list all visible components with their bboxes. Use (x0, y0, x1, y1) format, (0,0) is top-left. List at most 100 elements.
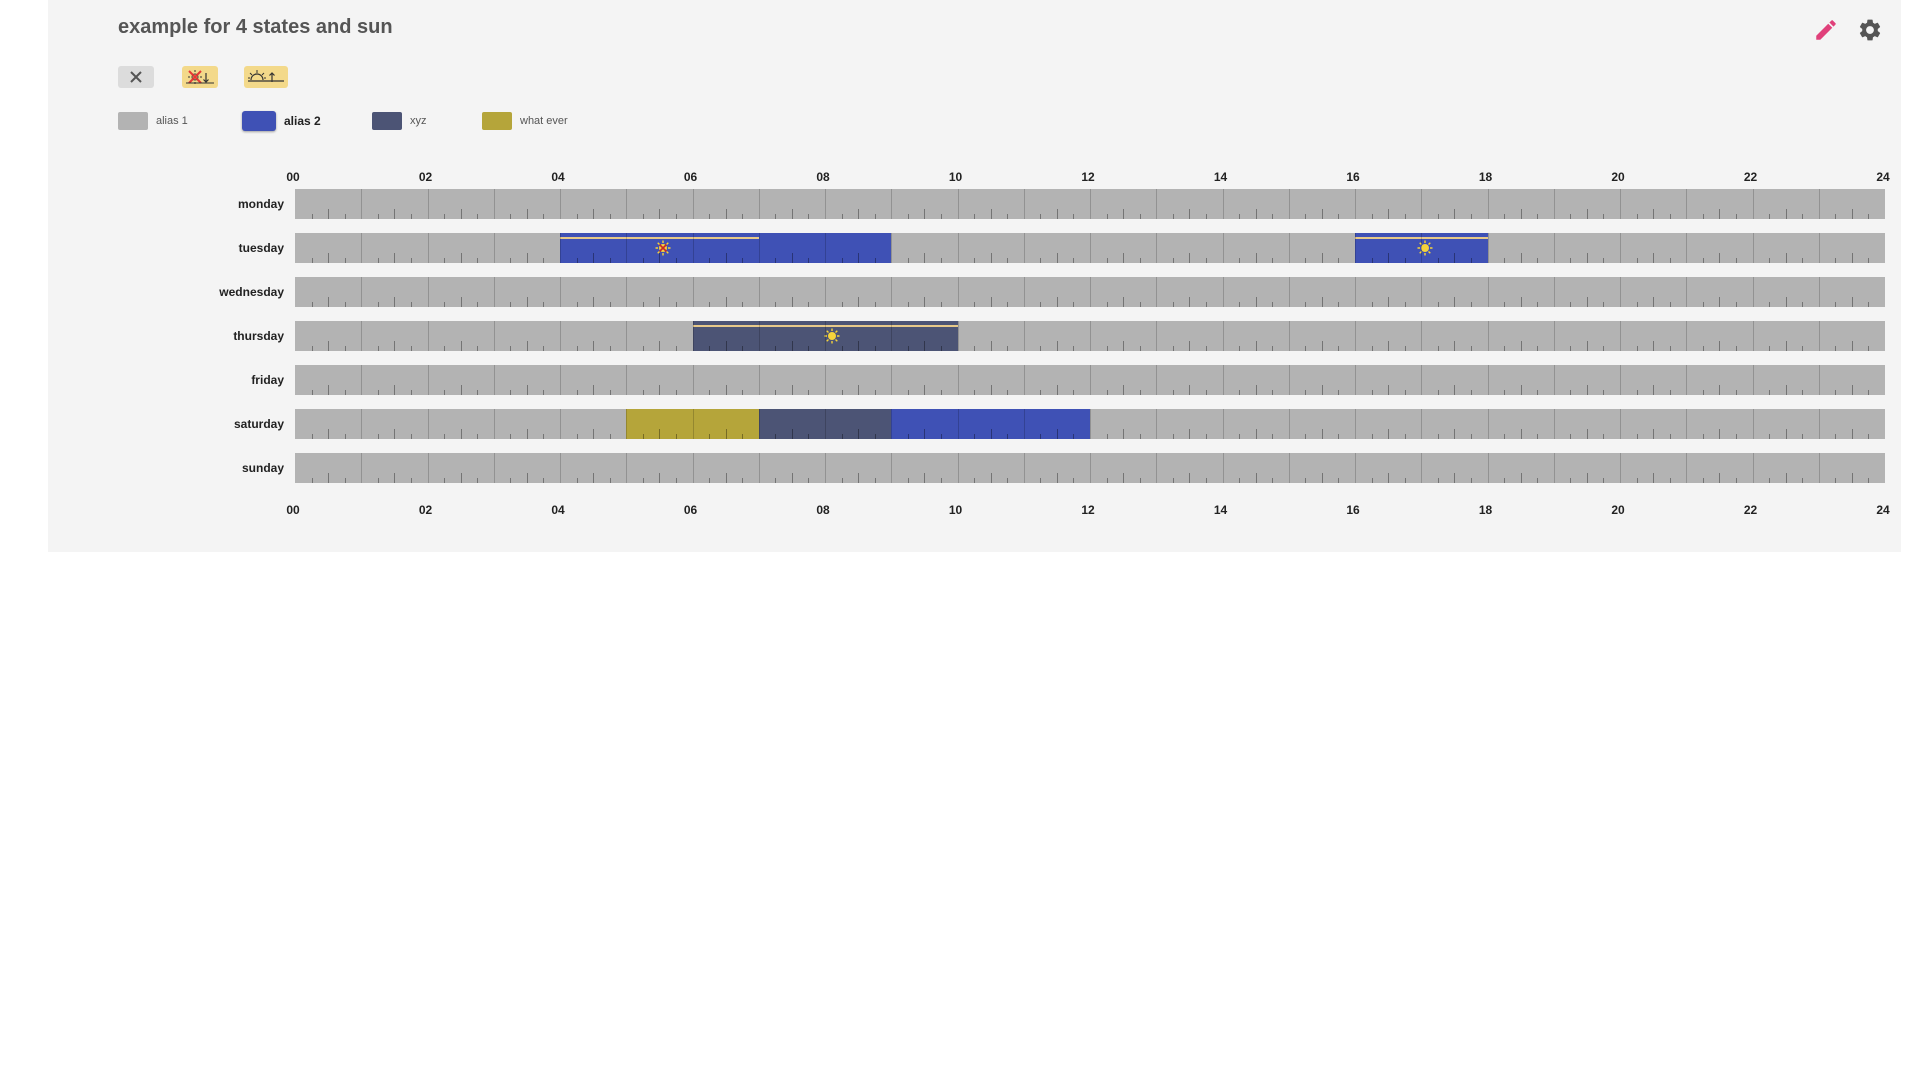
quarter-tick (940, 302, 942, 307)
hour-gridline (825, 233, 826, 263)
quarter-tick (907, 434, 909, 439)
quarter-tick (1669, 434, 1671, 439)
quarter-tick (1454, 209, 1456, 219)
day-row-monday[interactable] (295, 189, 1885, 219)
hour-gridline (560, 365, 561, 395)
quarter-tick (344, 390, 346, 395)
quarter-tick (1802, 346, 1804, 351)
quarter-tick (675, 302, 677, 307)
day-row-saturday[interactable] (295, 409, 1885, 439)
quarter-tick (974, 434, 976, 439)
quarter-tick (460, 429, 462, 439)
day-row-wednesday[interactable] (295, 277, 1885, 307)
sunrise-icon (248, 70, 284, 82)
quarter-tick (1769, 302, 1771, 307)
quarter-tick (1139, 302, 1141, 307)
quarter-tick (1056, 341, 1058, 351)
day-label-wednesday: wednesday (219, 285, 284, 299)
quarter-tick (1851, 209, 1853, 219)
quarter-tick (1470, 478, 1472, 483)
quarter-tick (742, 214, 744, 219)
hour-gridline (1818, 365, 1820, 395)
hour-gridline (1752, 321, 1754, 351)
legend-item-alias-2[interactable]: alias 2 (242, 111, 321, 131)
quarter-tick (924, 253, 926, 263)
day-row-sunday[interactable] (295, 453, 1885, 483)
quarter-tick (410, 214, 412, 219)
hour-gridline (1288, 233, 1290, 263)
quarter-tick (460, 473, 462, 483)
state-button-off[interactable] (118, 66, 154, 88)
quarter-tick (659, 297, 661, 307)
quarter-tick (924, 209, 926, 219)
quarter-tick (907, 214, 909, 219)
quarter-tick (642, 302, 644, 307)
quarter-tick (543, 302, 545, 307)
quarter-tick (311, 346, 313, 351)
quarter-tick (1007, 258, 1009, 263)
time-slot[interactable] (626, 409, 759, 439)
time-slot[interactable] (692, 321, 958, 351)
hour-gridline (692, 409, 694, 439)
quarter-tick (742, 434, 744, 439)
day-row-tuesday[interactable] (295, 233, 1885, 263)
time-slot[interactable] (560, 233, 759, 263)
time-slot[interactable] (1355, 233, 1488, 263)
hour-gridline (891, 277, 893, 307)
quarter-tick (1321, 385, 1323, 395)
quarter-tick (394, 253, 396, 263)
quarter-tick (1702, 302, 1704, 307)
time-slot[interactable] (758, 409, 892, 439)
quarter-tick (1189, 209, 1191, 219)
quarter-tick (940, 390, 942, 395)
hour-gridline (1355, 365, 1356, 395)
quarter-tick (1636, 302, 1638, 307)
quarter-tick (543, 434, 545, 439)
hour-gridline (1421, 453, 1423, 483)
hour-gridline (1156, 233, 1158, 263)
quarter-tick (1371, 434, 1373, 439)
quarter-tick (543, 390, 545, 395)
legend-item-alias-1[interactable]: alias 1 (118, 111, 188, 131)
quarter-tick (1470, 258, 1472, 263)
quarter-tick (907, 258, 909, 263)
legend-item-xyz[interactable]: xyz (372, 111, 427, 131)
hour-gridline (891, 409, 893, 439)
day-row-thursday[interactable] (295, 321, 1885, 351)
edit-button[interactable] (1813, 17, 1839, 43)
settings-button[interactable] (1857, 17, 1883, 43)
quarter-tick (808, 434, 810, 439)
quarter-tick (659, 385, 661, 395)
quarter-tick (1007, 390, 1009, 395)
sun-line (1355, 237, 1488, 239)
hour-gridline (1421, 321, 1423, 351)
quarter-tick (1769, 390, 1771, 395)
hour-gridline (692, 321, 694, 351)
quarter-tick (1537, 214, 1539, 219)
state-button-sunrise[interactable] (244, 66, 288, 88)
time-slot[interactable] (891, 409, 1090, 439)
quarter-tick (1454, 385, 1456, 395)
state-button-sundown[interactable] (182, 66, 218, 88)
hour-gridline (560, 189, 561, 219)
day-row-friday[interactable] (295, 365, 1885, 395)
hour-gridline (1222, 453, 1224, 483)
hour-label-bottom: 04 (551, 503, 565, 517)
quarter-tick (858, 297, 860, 307)
quarter-tick (609, 390, 611, 395)
hour-gridline (1620, 321, 1621, 351)
quarter-tick (1239, 434, 1241, 439)
legend-item-what-ever[interactable]: what ever (482, 111, 568, 131)
quarter-tick (1305, 214, 1307, 219)
quarter-tick (1470, 346, 1472, 351)
hour-gridline (1553, 277, 1555, 307)
quarter-tick (543, 478, 545, 483)
hour-gridline (758, 277, 760, 307)
quarter-tick (510, 346, 512, 351)
hour-gridline (1288, 365, 1290, 395)
quarter-tick (1570, 302, 1572, 307)
hour-label-bottom: 06 (683, 503, 698, 517)
quarter-tick (1603, 478, 1605, 483)
time-slot[interactable] (758, 233, 892, 263)
quarter-tick (874, 258, 876, 263)
